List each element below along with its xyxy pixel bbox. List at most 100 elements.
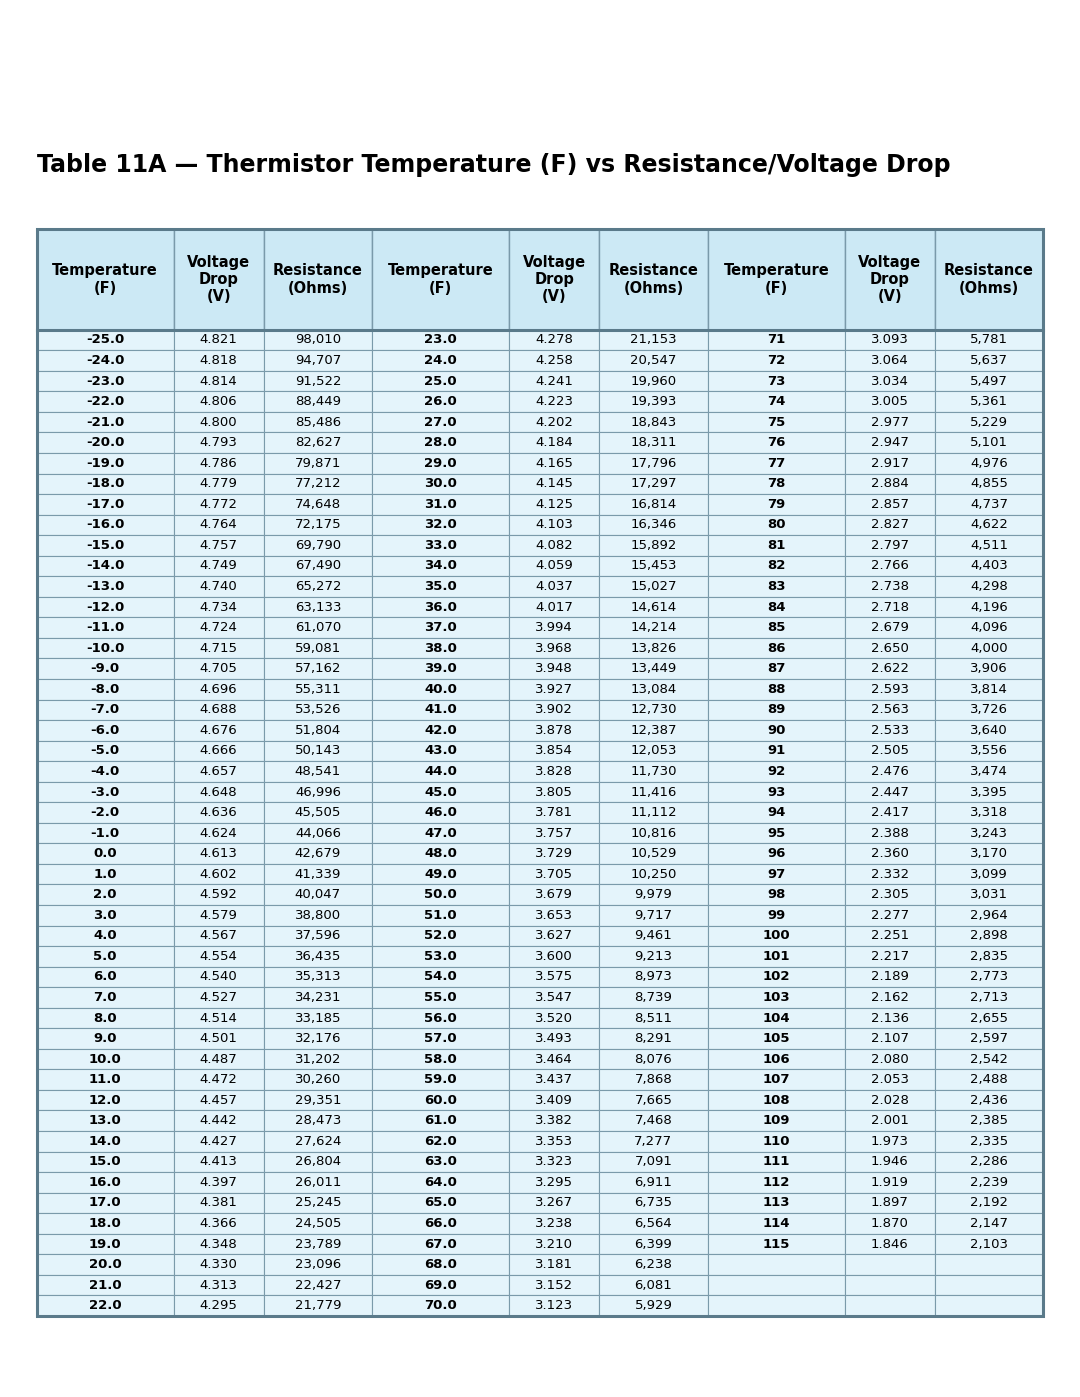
Text: 51.0: 51.0 (424, 909, 457, 922)
Bar (707, 658, 845, 679)
Bar (599, 1275, 707, 1295)
Text: 102: 102 (762, 971, 791, 983)
Bar (264, 1028, 373, 1049)
Bar (174, 946, 264, 967)
Text: Voltage
Drop
(V): Voltage Drop (V) (187, 254, 251, 305)
Bar (934, 433, 1043, 453)
Bar (174, 884, 264, 905)
Bar (373, 638, 510, 658)
Bar (264, 1275, 373, 1295)
Text: 77: 77 (767, 457, 785, 469)
Text: 15,892: 15,892 (631, 539, 676, 552)
Bar (264, 1070, 373, 1090)
Text: 4.278: 4.278 (536, 334, 573, 346)
Bar (37, 597, 174, 617)
Text: 45.0: 45.0 (424, 785, 457, 799)
Text: 1.0: 1.0 (94, 868, 117, 880)
Text: 85: 85 (767, 622, 785, 634)
Bar (510, 1193, 599, 1213)
Bar (37, 391, 174, 412)
Text: -7.0: -7.0 (91, 703, 120, 717)
Text: 4.442: 4.442 (200, 1115, 238, 1127)
Text: -9.0: -9.0 (91, 662, 120, 675)
Bar (510, 679, 599, 700)
Bar (264, 658, 373, 679)
Bar (510, 719, 599, 740)
Bar (510, 535, 599, 556)
Bar (174, 1007, 264, 1028)
Bar (845, 679, 934, 700)
Bar (934, 577, 1043, 597)
Bar (37, 556, 174, 577)
Text: 4.554: 4.554 (200, 950, 238, 963)
Bar (845, 863, 934, 884)
Bar (934, 802, 1043, 823)
Bar (174, 1255, 264, 1275)
Bar (707, 495, 845, 514)
Text: 4.0: 4.0 (94, 929, 117, 943)
Bar (37, 946, 174, 967)
Text: 7,665: 7,665 (634, 1094, 673, 1106)
Bar (934, 863, 1043, 884)
Bar (37, 700, 174, 719)
Bar (845, 1111, 934, 1132)
Text: 3,243: 3,243 (970, 827, 1008, 840)
Text: 3.064: 3.064 (870, 353, 908, 367)
Text: 2,655: 2,655 (970, 1011, 1008, 1024)
Text: 3.123: 3.123 (535, 1299, 573, 1312)
Bar (707, 577, 845, 597)
Bar (37, 229, 1043, 1316)
Bar (510, 884, 599, 905)
Text: 93: 93 (767, 785, 785, 799)
Bar (264, 453, 373, 474)
Bar (174, 905, 264, 926)
Bar (174, 1049, 264, 1070)
Bar (845, 597, 934, 617)
Bar (510, 863, 599, 884)
Text: 4.145: 4.145 (536, 478, 573, 490)
Bar (510, 453, 599, 474)
Text: 2,773: 2,773 (970, 971, 1008, 983)
Bar (174, 1028, 264, 1049)
Text: 105: 105 (762, 1032, 791, 1045)
Text: 9,979: 9,979 (635, 888, 672, 901)
Text: 3.238: 3.238 (536, 1217, 573, 1229)
Bar (264, 412, 373, 433)
Text: 67.0: 67.0 (424, 1238, 457, 1250)
Text: 2,385: 2,385 (970, 1115, 1008, 1127)
Bar (845, 700, 934, 719)
Bar (707, 926, 845, 946)
Bar (599, 802, 707, 823)
Text: 82: 82 (767, 559, 785, 573)
Text: 48,541: 48,541 (295, 766, 341, 778)
Text: 39.0: 39.0 (424, 662, 457, 675)
Text: 50,143: 50,143 (295, 745, 341, 757)
Text: 4.527: 4.527 (200, 990, 238, 1004)
Text: 4.413: 4.413 (200, 1155, 238, 1168)
Bar (174, 823, 264, 844)
Text: 3.600: 3.600 (536, 950, 573, 963)
Text: 37,596: 37,596 (295, 929, 341, 943)
Bar (845, 577, 934, 597)
Text: 4.602: 4.602 (200, 868, 238, 880)
Text: 1.946: 1.946 (870, 1155, 908, 1168)
Text: 4.814: 4.814 (200, 374, 238, 387)
Text: 96: 96 (767, 847, 785, 861)
Text: 62.0: 62.0 (424, 1134, 457, 1148)
Text: 16,814: 16,814 (631, 497, 676, 511)
Bar (373, 453, 510, 474)
Bar (707, 330, 845, 351)
Bar (37, 1090, 174, 1111)
Bar (174, 1295, 264, 1316)
Bar (845, 412, 934, 433)
Bar (510, 658, 599, 679)
Text: 3.267: 3.267 (536, 1196, 573, 1210)
Text: 4.540: 4.540 (200, 971, 238, 983)
Bar (845, 1234, 934, 1255)
Text: 38,800: 38,800 (295, 909, 341, 922)
Bar (845, 351, 934, 370)
Text: 69,790: 69,790 (295, 539, 341, 552)
Text: 19.0: 19.0 (89, 1238, 122, 1250)
Text: 25.0: 25.0 (424, 374, 457, 387)
Bar (264, 1295, 373, 1316)
